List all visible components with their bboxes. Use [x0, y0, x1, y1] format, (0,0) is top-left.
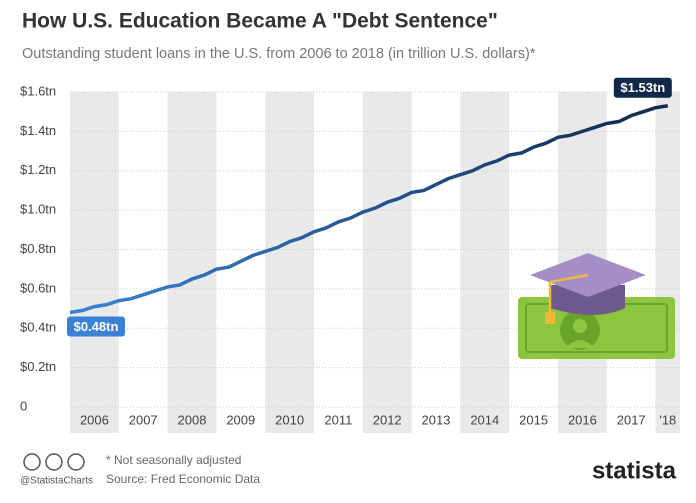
note: * Not seasonally adjusted	[106, 453, 241, 467]
chart-subtitle: Outstanding student loans in the U.S. fr…	[22, 46, 536, 62]
x-tick-label: 2016	[568, 412, 597, 427]
year-band	[265, 92, 314, 433]
x-tick-label: 2009	[226, 412, 255, 427]
value-label-box	[67, 316, 125, 337]
value-label: $0.48tn	[74, 319, 119, 334]
year-band	[167, 92, 217, 433]
credit: @StatistaCharts	[20, 476, 93, 487]
value-label-box	[613, 77, 672, 98]
x-tick-label: 2007	[129, 412, 158, 427]
year-band	[362, 92, 412, 433]
x-tick-label: 2015	[519, 412, 548, 427]
x-tick-label: 2017	[617, 412, 646, 427]
y-tick-label: 0	[20, 398, 27, 413]
y-tick-label: $1.6tn	[20, 83, 56, 98]
year-band	[655, 92, 680, 433]
y-tick-label: $1.4tn	[20, 123, 56, 138]
chart-title: How U.S. Education Became A "Debt Senten…	[22, 10, 498, 33]
y-tick-label: $1.0tn	[20, 202, 56, 217]
year-band	[70, 92, 119, 433]
illustration	[518, 253, 675, 359]
y-tick-label: $0.6tn	[20, 280, 56, 295]
year-band	[460, 92, 510, 433]
x-tick-label: 2014	[470, 412, 499, 427]
x-tick-label: 2008	[178, 412, 207, 427]
x-tick-label: 2006	[80, 412, 109, 427]
y-tick-label: $0.4tn	[20, 320, 56, 335]
source: Source: Fred Economic Data	[106, 472, 260, 486]
cc-icons	[23, 453, 85, 471]
x-tick-label: '18	[659, 412, 676, 427]
x-tick-label: 2010	[275, 412, 304, 427]
y-tick-label: $0.8tn	[20, 241, 56, 256]
x-tick-label: 2012	[373, 412, 402, 427]
brand: statista	[592, 457, 677, 484]
y-tick-label: $1.2tn	[20, 162, 56, 177]
y-tick-label: $0.2tn	[20, 359, 56, 374]
data-line	[69, 104, 669, 315]
x-tick-label: 2011	[324, 412, 352, 427]
value-label: $1.53tn	[620, 80, 665, 95]
x-tick-label: 2013	[422, 412, 451, 427]
